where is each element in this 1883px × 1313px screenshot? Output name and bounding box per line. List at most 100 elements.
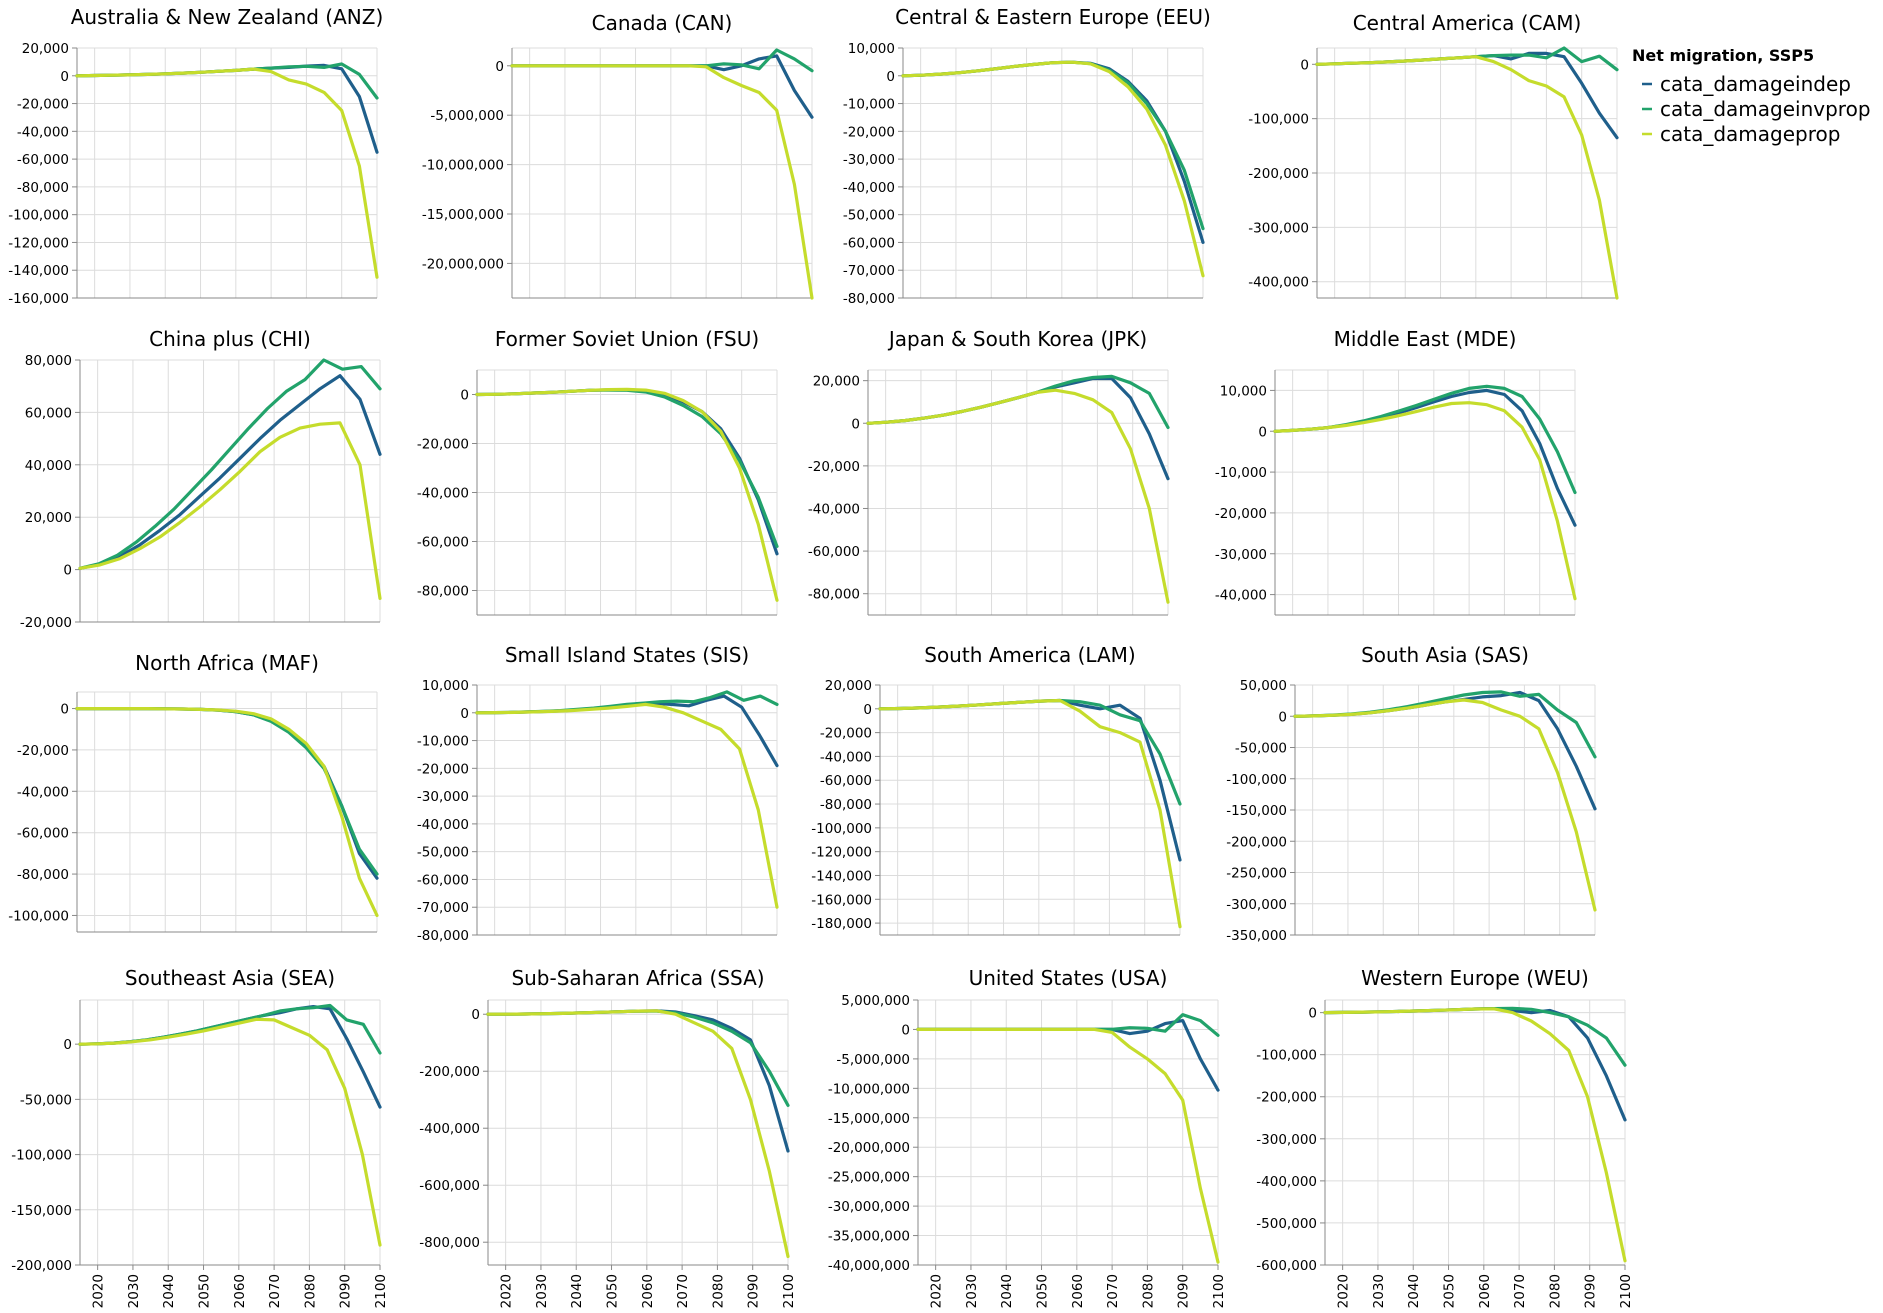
y-tick-label: -20,000,000 — [828, 1140, 910, 1156]
y-tick-label: -200,000 — [11, 1258, 72, 1274]
y-tick-label: -40,000 — [17, 784, 69, 800]
y-tick-label: 60,000 — [25, 405, 72, 421]
x-tick-label: 2030 — [126, 1274, 142, 1308]
chart-legend: Net migration, SSP5 cata_damageindepcata_… — [1632, 46, 1871, 146]
x-tick-label: 2090 — [338, 1274, 354, 1308]
x-tick-label: 2100 — [1618, 1274, 1634, 1308]
y-tick-label: 0 — [886, 69, 895, 85]
x-tick-label: 2070 — [675, 1274, 691, 1308]
x-tick-label: 2100 — [781, 1274, 797, 1308]
panel-title: Australia & New Zealand (ANZ) — [71, 5, 384, 29]
y-tick-label: -30,000 — [417, 789, 469, 805]
y-tick-label: -160,000 — [811, 892, 872, 908]
y-tick-label: -20,000 — [843, 124, 895, 140]
chart-panel: 20,000 0 -20,000 -40,000 -60,000 -80,000 -100,… — [811, 643, 1182, 936]
y-tick-label: -150,000 — [11, 1203, 72, 1219]
y-tick-label: -15,000,000 — [828, 1111, 910, 1127]
y-tick-label: -40,000 — [808, 501, 860, 517]
y-tick-label: 0 — [60, 702, 69, 718]
x-tick-label: 2090 — [1176, 1274, 1192, 1308]
series-line-cata-damageinvprop — [78, 1003, 382, 1055]
y-tick-label: 80,000 — [25, 353, 72, 369]
x-tick-label: 2040 — [161, 1274, 177, 1308]
y-tick-label: 0 — [460, 388, 469, 404]
series-line-cata-damageprop — [510, 64, 814, 300]
series-line-cata-damageinvprop — [510, 48, 814, 73]
y-tick-label: -100,000 — [1226, 772, 1287, 788]
y-tick-label: -20,000 — [20, 615, 72, 631]
x-tick-label: 2020 — [929, 1274, 945, 1308]
chart-panel: 80,000 60,000 40,000 20,000 0 -20,000 China pl… — [20, 327, 382, 631]
chart-panel: 0 -200,000 -400,000 -600,000 -800,000 2020 203… — [419, 966, 797, 1308]
panel-title: China plus (CHI) — [149, 327, 311, 351]
x-tick-label: 2050 — [1442, 1274, 1458, 1308]
y-tick-label: -80,000 — [820, 797, 872, 813]
chart-panel: 10,000 0 -10,000 -20,000 -30,000 -40,000 -50,0… — [417, 643, 779, 944]
y-tick-label: -100,000 — [8, 208, 69, 224]
y-tick-label: 20,000 — [22, 41, 69, 57]
series-line-cata-damageprop — [475, 387, 779, 602]
series-line-cata-damageprop — [1273, 401, 1577, 601]
y-tick-label: 0 — [460, 706, 469, 722]
y-tick-label: -150,000 — [1226, 803, 1287, 819]
y-tick-label: -50,000 — [20, 1092, 72, 1108]
panel-title: South America (LAM) — [924, 643, 1135, 667]
y-tick-label: -60,000 — [17, 826, 69, 842]
series-line-cata-damageindep — [1293, 690, 1597, 811]
x-tick-label: 2070 — [1512, 1274, 1528, 1308]
y-tick-label: -25,000,000 — [828, 1170, 910, 1186]
panel-title: United States (USA) — [969, 966, 1168, 990]
series-line-cata-damageprop — [1293, 698, 1597, 912]
y-tick-label: -50,000 — [417, 845, 469, 861]
y-tick-label: -100,000 — [1248, 112, 1309, 128]
y-tick-label: -300,000 — [1248, 220, 1309, 236]
x-tick-label: 2030 — [534, 1274, 550, 1308]
y-tick-label: -160,000 — [8, 291, 69, 307]
y-tick-label: -140,000 — [8, 263, 69, 279]
y-tick-label: 0 — [1308, 1006, 1317, 1022]
series-line-cata-damageindep — [1315, 51, 1619, 140]
y-tick-label: 40,000 — [25, 458, 72, 474]
y-tick-label: -40,000 — [17, 124, 69, 140]
legend-entry-label: cata_damageinvprop — [1660, 97, 1871, 121]
y-tick-label: -250,000 — [1226, 866, 1287, 882]
y-tick-label: 0 — [1278, 709, 1287, 725]
y-tick-label: -100,000 — [1256, 1048, 1317, 1064]
chart-panel: 0 -5,000,000 -10,000,000 -15,000,000 -20,000… — [422, 11, 814, 300]
legend-title: Net migration, SSP5 — [1632, 46, 1814, 65]
x-tick-label: 2080 — [302, 1274, 318, 1308]
chart-panel: 0 -20,000 -40,000 -60,000 -80,000 Former Sovi… — [417, 327, 779, 616]
y-tick-label: 20,000 — [25, 510, 72, 526]
y-tick-label: 0 — [1258, 424, 1267, 440]
x-tick-label: 2030 — [1371, 1274, 1387, 1308]
chart-panel: 10,000 0 -10,000 -20,000 -30,000 -40,000 -50,0… — [843, 5, 1211, 307]
y-tick-label: -40,000 — [417, 486, 469, 502]
series-line-cata-damageinvprop — [78, 358, 382, 570]
panel-title: Western Europe (WEU) — [1361, 966, 1589, 990]
series-line-cata-damageinvprop — [75, 62, 379, 100]
series-line-cata-damageindep — [75, 63, 379, 154]
x-tick-label: 2100 — [1211, 1274, 1227, 1308]
y-tick-label: -10,000 — [843, 97, 895, 113]
legend-entry-label: cata_damageindep — [1660, 72, 1851, 96]
y-tick-label: -60,000 — [843, 235, 895, 251]
series-line-cata-damageinvprop — [1323, 1006, 1627, 1067]
x-tick-label: 2070 — [267, 1274, 283, 1308]
y-tick-label: -300,000 — [1256, 1132, 1317, 1148]
y-tick-label: -60,000 — [17, 152, 69, 168]
y-tick-label: -20,000 — [17, 97, 69, 113]
y-tick-label: 10,000 — [848, 41, 895, 57]
y-tick-label: 0 — [63, 563, 72, 579]
y-tick-label: -60,000 — [808, 544, 860, 560]
panel-title: Former Soviet Union (FSU) — [495, 327, 759, 351]
series-line-cata-damageindep — [901, 60, 1205, 244]
chart-panel: 5,000,000 0 -5,000,000 -10,000,000 -15,000,0… — [828, 966, 1227, 1308]
y-tick-label: -600,000 — [1256, 1258, 1317, 1274]
y-tick-label: 0 — [60, 69, 69, 85]
series-line-cata-damageindep — [78, 374, 382, 570]
y-tick-label: -10,000 — [417, 734, 469, 750]
y-tick-label: -350,000 — [1226, 928, 1287, 944]
y-tick-label: -20,000 — [820, 726, 872, 742]
y-tick-label: -100,000 — [11, 1148, 72, 1164]
